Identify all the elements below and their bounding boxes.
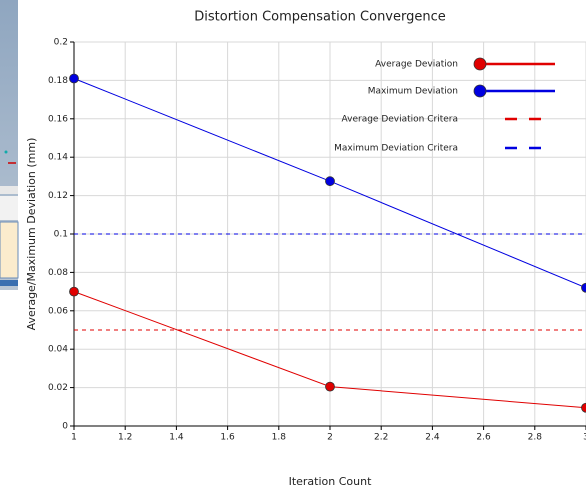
x-tick-label: 2.6 — [476, 433, 491, 443]
data-point — [325, 176, 335, 187]
legend-marker — [473, 57, 487, 71]
data-point — [325, 381, 335, 392]
legend-label: Average Deviation Critera — [342, 115, 459, 125]
x-tick-label: 1 — [71, 433, 77, 443]
x-axis-label: Iteration Count — [289, 475, 373, 488]
y-tick-label: 0.18 — [48, 76, 68, 86]
y-tick-label: 0.2 — [54, 38, 68, 48]
background-app-fragment — [0, 0, 19, 290]
y-tick-label: 0.14 — [48, 153, 68, 163]
x-tick-label: 1.2 — [118, 433, 132, 443]
legend-label: Maximum Deviation — [368, 87, 458, 97]
x-tick-label: 2.2 — [374, 433, 388, 443]
x-tick-label: 1.4 — [169, 433, 184, 443]
y-tick-label: 0.1 — [54, 230, 68, 240]
y-tick-label: 0 — [62, 422, 68, 432]
legend-marker — [473, 84, 487, 98]
legend-label: Average Deviation — [375, 60, 458, 70]
x-tick-label: 1.6 — [220, 433, 235, 443]
chart-title: Distortion Compensation Convergence — [194, 10, 446, 25]
data-point — [581, 402, 586, 413]
data-point — [69, 286, 79, 297]
x-tick-label: 2 — [327, 433, 333, 443]
y-tick-label: 0.16 — [48, 114, 68, 124]
y-tick-label: 0.06 — [48, 306, 68, 316]
y-tick-label: 0.02 — [48, 383, 68, 393]
x-tick-label: 2.4 — [425, 433, 440, 443]
x-tick-label: 3 — [583, 433, 586, 443]
data-point — [581, 282, 586, 293]
y-tick-label: 0.12 — [48, 191, 68, 201]
y-axis-label: Average/Maximum Deviation (mm) — [25, 138, 38, 331]
x-tick-label: 1.8 — [272, 433, 287, 443]
y-tick-label: 0.08 — [48, 268, 68, 278]
x-tick-label: 2.8 — [528, 433, 543, 443]
data-point — [69, 73, 79, 84]
legend-label: Maximum Deviation Critera — [334, 144, 458, 154]
y-tick-label: 0.04 — [48, 345, 68, 355]
